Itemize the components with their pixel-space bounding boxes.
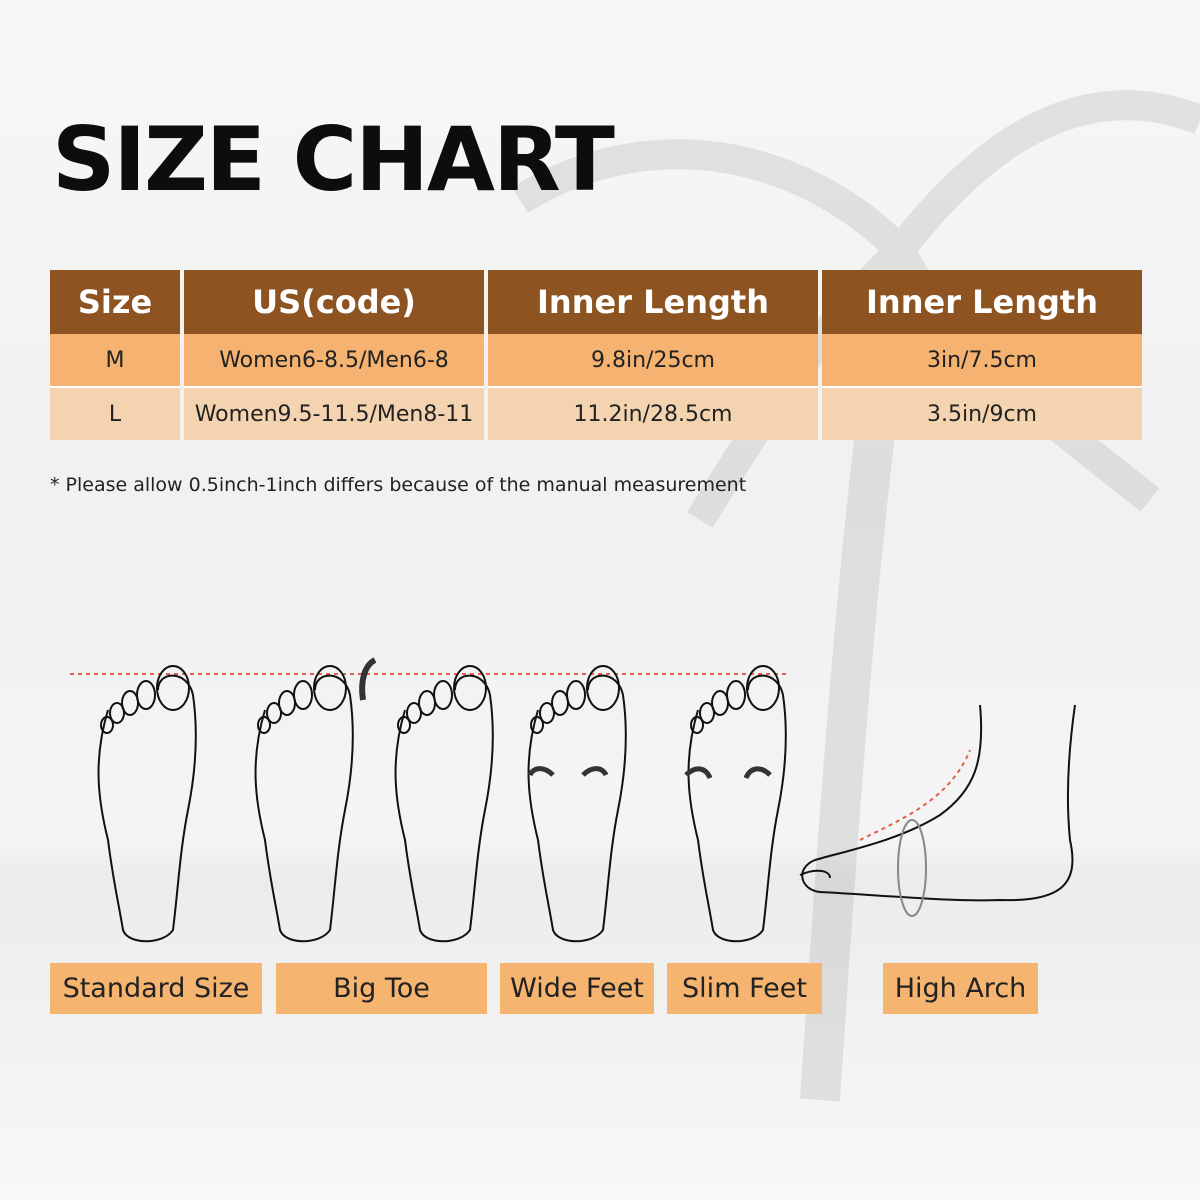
header-inner-length: Inner Length — [488, 270, 818, 334]
size-table: Size US(code) Inner Length Inner Length … — [46, 270, 1146, 440]
slim-feet-foot-icon — [684, 665, 787, 943]
cell-inner-length-2: 3in/7.5cm — [822, 334, 1142, 388]
wide-feet-foot-icon — [527, 665, 627, 943]
label-wide-feet: Wide Feet — [500, 963, 654, 1014]
foot-illustrations — [70, 657, 1076, 943]
label-standard-size: Standard Size — [50, 963, 262, 1014]
page-title: SIZE CHART — [52, 108, 615, 211]
table-header-row: Size US(code) Inner Length Inner Length — [50, 270, 1142, 334]
standard-foot-icon — [97, 665, 197, 943]
cell-size: L — [50, 388, 180, 440]
cell-size: M — [50, 334, 180, 388]
cell-inner-length: 9.8in/25cm — [488, 334, 818, 388]
measurement-note: * Please allow 0.5inch-1inch differs bec… — [50, 474, 747, 496]
high-arch-foot-icon — [799, 704, 1076, 917]
header-inner-length-2: Inner Length — [822, 270, 1142, 334]
header-size: Size — [50, 270, 180, 334]
cell-us-code: Women9.5-11.5/Men8-11 — [184, 388, 484, 440]
label-slim-feet: Slim Feet — [667, 963, 822, 1014]
big-toe-foot-icon — [254, 657, 377, 943]
header-us-code: US(code) — [184, 270, 484, 334]
table-row: M Women6-8.5/Men6-8 9.8in/25cm 3in/7.5cm — [50, 334, 1142, 388]
label-high-arch: High Arch — [883, 963, 1038, 1014]
cell-us-code: Women6-8.5/Men6-8 — [184, 334, 484, 388]
wide-foot-icon — [394, 665, 494, 943]
cell-inner-length-2: 3.5in/9cm — [822, 388, 1142, 440]
table-row: L Women9.5-11.5/Men8-11 11.2in/28.5cm 3.… — [50, 388, 1142, 440]
cell-inner-length: 11.2in/28.5cm — [488, 388, 818, 440]
label-big-toe: Big Toe — [276, 963, 487, 1014]
